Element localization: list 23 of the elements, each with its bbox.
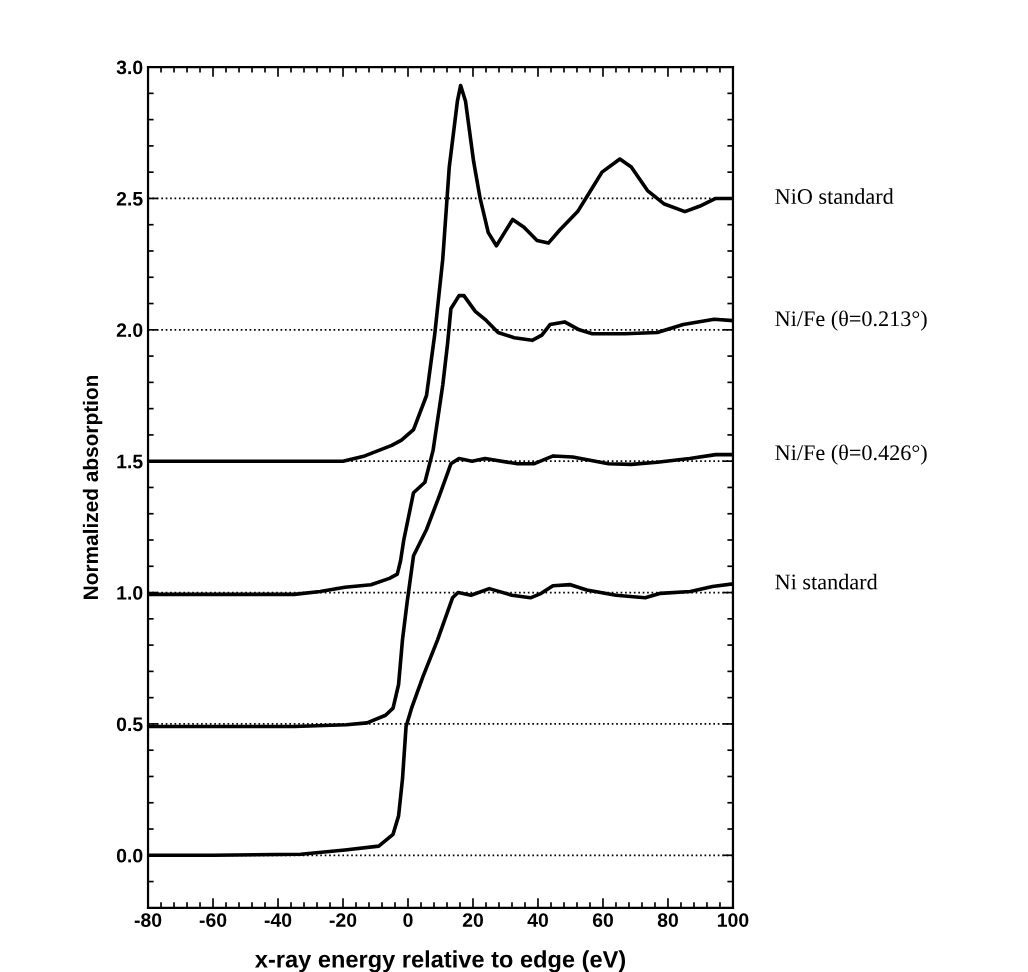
y-axis-title: Normalized absorption [82,375,103,599]
y-tick-label: 0.5 [116,717,143,732]
y-tick-label: 2.5 [116,191,143,206]
series-label: NiO standard [775,188,894,204]
y-tick-label: 0.0 [116,848,143,863]
x-tick-label: 60 [592,913,613,927]
x-tick-label: 80 [657,913,678,927]
y-tick-label: 3.0 [116,60,143,75]
x-tick-label: 20 [462,913,484,927]
x-tick-label: -20 [329,913,357,927]
y-tick-label: 1.0 [117,586,143,600]
y-tick-label: 2.0 [116,323,143,338]
legend-label: Ni/Fe (θ=0.213°) [775,310,927,331]
x-tick-label: -40 [264,913,292,927]
x-axis-title: x-ray energy relative to edge (eV) [254,950,626,972]
x-tick-label: 0 [403,913,413,927]
x-tick-label: 40 [527,913,548,927]
y-tick-label: 1.5 [117,454,143,469]
legend-label: Ni standard [775,573,878,590]
legend-label: Ni/Fe (θ=0.426°) [775,444,927,465]
x-tick-label: -60 [199,913,227,927]
x-tick-label: -80 [134,913,162,927]
x-tick-label: 100 [717,913,749,927]
